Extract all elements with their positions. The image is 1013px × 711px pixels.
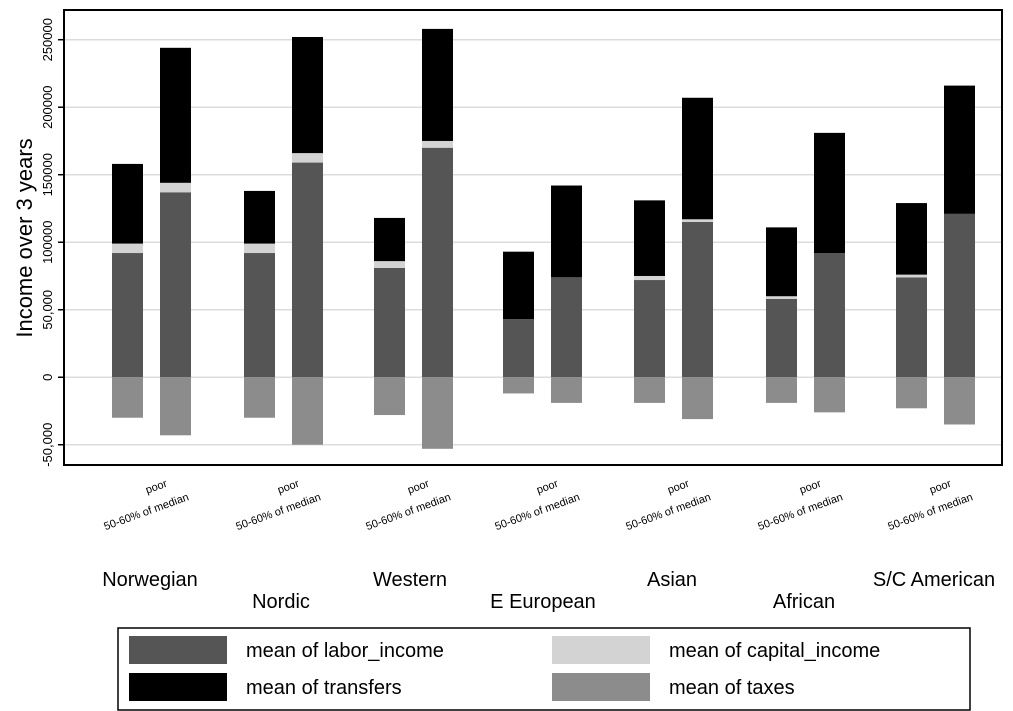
legend-swatch	[552, 673, 650, 701]
bar-segment	[634, 275, 665, 281]
bar-segment	[374, 261, 405, 268]
bar-segment	[160, 192, 191, 378]
bar-segment	[682, 97, 713, 220]
bar-segment	[503, 319, 534, 378]
bar-segment	[682, 221, 713, 378]
bar-segment	[682, 219, 713, 222]
bar-segment	[112, 377, 143, 418]
bar-segment	[634, 200, 665, 276]
bar-segment	[112, 243, 143, 254]
legend: mean of labor_income mean of capital_inco…	[117, 627, 971, 711]
y-axis-title: Income over 3 years	[12, 138, 37, 337]
bar-segment	[766, 296, 797, 299]
bar-segment	[244, 377, 275, 418]
group-label: E European	[490, 591, 596, 613]
bar-segment	[160, 182, 191, 193]
legend-label: mean of taxes	[669, 677, 795, 699]
bar-segment	[766, 227, 797, 297]
legend-box	[117, 627, 971, 711]
bar-segment	[374, 377, 405, 416]
legend-swatch	[129, 673, 227, 701]
bar-segment	[244, 253, 275, 378]
bar-segment	[422, 28, 453, 141]
bar-segment	[814, 132, 845, 254]
y-tick-label: -50,000	[40, 423, 55, 467]
bar-segment	[112, 253, 143, 378]
bar-segment	[896, 203, 927, 275]
bar-segment	[292, 162, 323, 378]
bar-segment	[374, 267, 405, 378]
plot-frame	[63, 9, 1003, 466]
bar-segment	[422, 147, 453, 378]
bar-segment	[422, 377, 453, 449]
legend-label: mean of capital_income	[669, 640, 880, 662]
group-label: S/C American	[873, 569, 995, 591]
bar-segment	[944, 377, 975, 425]
bars	[112, 28, 975, 449]
group-labels: Norwegian Nordic Western E European Asian Afr…	[102, 569, 995, 613]
y-tick-label: 200000	[40, 86, 55, 129]
y-tick-label: 50,000	[40, 290, 55, 330]
legend-label: mean of labor_income	[246, 640, 444, 662]
bar-segment	[814, 377, 845, 413]
y-axis-ticks: -50,000 0 50,000 100000 150000 200000 250000	[40, 18, 64, 467]
bar-segment	[292, 377, 323, 445]
bar-segment	[551, 277, 582, 378]
bar-segment	[422, 140, 453, 148]
bar-segment	[503, 377, 534, 394]
bar-segment	[944, 213, 975, 378]
y-tick-label: 250000	[40, 18, 55, 61]
bar-segment	[551, 185, 582, 278]
bar-segment	[896, 274, 927, 278]
legend-label: mean of transfers	[246, 677, 402, 699]
bar-segment	[634, 280, 665, 378]
group-label: Norwegian	[102, 569, 198, 591]
bar-segment	[944, 85, 975, 214]
bar-segment	[160, 47, 191, 183]
bar-segment	[766, 298, 797, 378]
group-label: African	[773, 591, 835, 613]
y-tick-label: 0	[40, 374, 55, 381]
y-tick-label: 100000	[40, 221, 55, 264]
bar-segment	[896, 377, 927, 409]
bar-segment	[682, 377, 713, 420]
bar-segment	[634, 377, 665, 403]
bar-segment	[292, 37, 323, 154]
bar-segment	[766, 377, 797, 403]
group-label: Western	[373, 569, 447, 591]
legend-swatch	[552, 636, 650, 664]
bar-segment	[244, 190, 275, 244]
y-tick-label: 150000	[40, 153, 55, 196]
bar-segment	[551, 377, 582, 403]
bar-segment	[112, 163, 143, 244]
bar-segment	[292, 153, 323, 163]
group-label: Nordic	[252, 591, 310, 613]
bar-segment	[896, 277, 927, 378]
bar-segment	[814, 253, 845, 378]
bar-segment	[244, 243, 275, 254]
legend-swatch	[129, 636, 227, 664]
group-label: Asian	[647, 569, 697, 591]
bar-segment	[374, 217, 405, 262]
bar-segment	[160, 377, 191, 436]
bar-segment	[503, 251, 534, 320]
